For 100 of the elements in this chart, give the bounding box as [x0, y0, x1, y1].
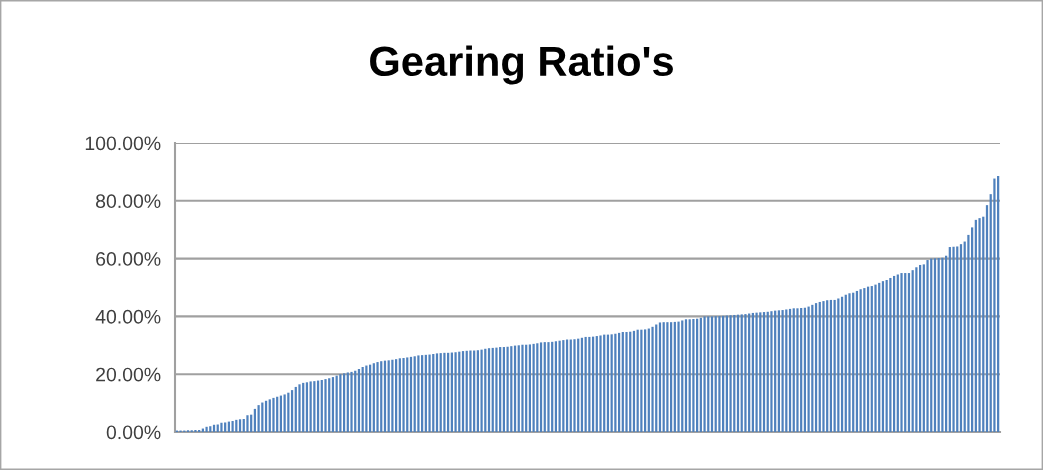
- bar: [814, 303, 818, 432]
- bar: [640, 329, 643, 432]
- bar: [487, 348, 491, 432]
- bar: [733, 314, 736, 432]
- y-tick-label: 100.00%: [85, 136, 161, 151]
- bar: [714, 316, 717, 432]
- bar: [621, 332, 624, 432]
- bar: [855, 290, 859, 432]
- bar: [421, 355, 424, 432]
- bar: [517, 345, 520, 432]
- bar: [874, 284, 877, 432]
- y-tick-label: 20.00%: [96, 367, 161, 382]
- bar: [829, 299, 833, 432]
- bar: [461, 351, 465, 432]
- bar: [346, 372, 349, 432]
- bar: [551, 341, 554, 432]
- bar: [313, 381, 316, 432]
- bar: [465, 350, 468, 432]
- bar: [707, 316, 710, 432]
- bar: [889, 277, 892, 432]
- bar: [380, 361, 383, 432]
- bar: [268, 399, 271, 432]
- bar: [985, 205, 989, 432]
- bar: [402, 358, 405, 432]
- bar: [617, 332, 621, 432]
- bar: [246, 415, 249, 432]
- bar: [439, 353, 442, 432]
- bar: [978, 218, 981, 432]
- bar: [272, 397, 275, 432]
- bar: [220, 422, 223, 432]
- bar: [495, 347, 498, 432]
- bar: [710, 316, 714, 432]
- bar: [324, 379, 327, 432]
- bar: [896, 274, 899, 432]
- bar: [770, 311, 773, 432]
- bar: [595, 336, 598, 432]
- bar: [971, 227, 974, 432]
- bar: [599, 335, 602, 432]
- bar: [573, 339, 576, 432]
- bar: [435, 353, 439, 432]
- bar: [692, 319, 695, 432]
- bar: [666, 322, 669, 432]
- bar: [818, 301, 821, 432]
- bar: [521, 344, 524, 432]
- bar: [428, 354, 431, 432]
- bar: [904, 273, 907, 432]
- bar: [395, 359, 398, 432]
- bar: [231, 421, 234, 432]
- bar: [907, 273, 911, 432]
- y-tick-label: 80.00%: [96, 194, 161, 209]
- bar: [506, 346, 509, 432]
- bar: [766, 311, 769, 432]
- bar: [800, 308, 803, 432]
- bar: [933, 258, 937, 432]
- bar: [677, 321, 680, 432]
- bar: [781, 310, 784, 432]
- bar: [959, 244, 963, 432]
- bar: [643, 329, 647, 432]
- chart-title: Gearing Ratio's: [370, 45, 673, 85]
- bar: [848, 293, 851, 432]
- bar: [655, 324, 658, 432]
- bar: [610, 334, 613, 432]
- bar: [651, 326, 654, 432]
- bar: [257, 405, 260, 432]
- bar: [911, 270, 914, 432]
- bar: [350, 371, 353, 432]
- bar: [499, 347, 502, 432]
- bar: [562, 340, 565, 432]
- bar: [357, 369, 361, 432]
- bar: [703, 316, 706, 432]
- bar: [948, 247, 951, 432]
- bar: [528, 344, 532, 432]
- bar: [681, 320, 684, 432]
- bar: [398, 358, 401, 432]
- bar: [859, 289, 862, 432]
- bar: [376, 362, 379, 432]
- bar: [625, 332, 628, 432]
- bar: [539, 342, 543, 432]
- bar: [331, 377, 335, 432]
- bar: [684, 319, 688, 432]
- bar: [982, 216, 985, 432]
- bar: [194, 429, 197, 432]
- bar: [454, 352, 457, 432]
- bar: [892, 275, 896, 432]
- bar: [209, 426, 212, 432]
- bar: [469, 350, 472, 432]
- bar: [744, 314, 747, 432]
- bar: [803, 307, 807, 432]
- bar: [993, 178, 996, 432]
- bar: [915, 267, 918, 432]
- bar: [309, 381, 312, 432]
- bar: [822, 301, 825, 432]
- bar: [361, 366, 364, 432]
- bar: [662, 322, 665, 432]
- bar: [588, 336, 591, 432]
- bar: [918, 264, 922, 432]
- y-tick-label: 40.00%: [95, 309, 161, 324]
- bar: [658, 322, 662, 432]
- bar: [997, 175, 1000, 432]
- bar: [242, 418, 245, 432]
